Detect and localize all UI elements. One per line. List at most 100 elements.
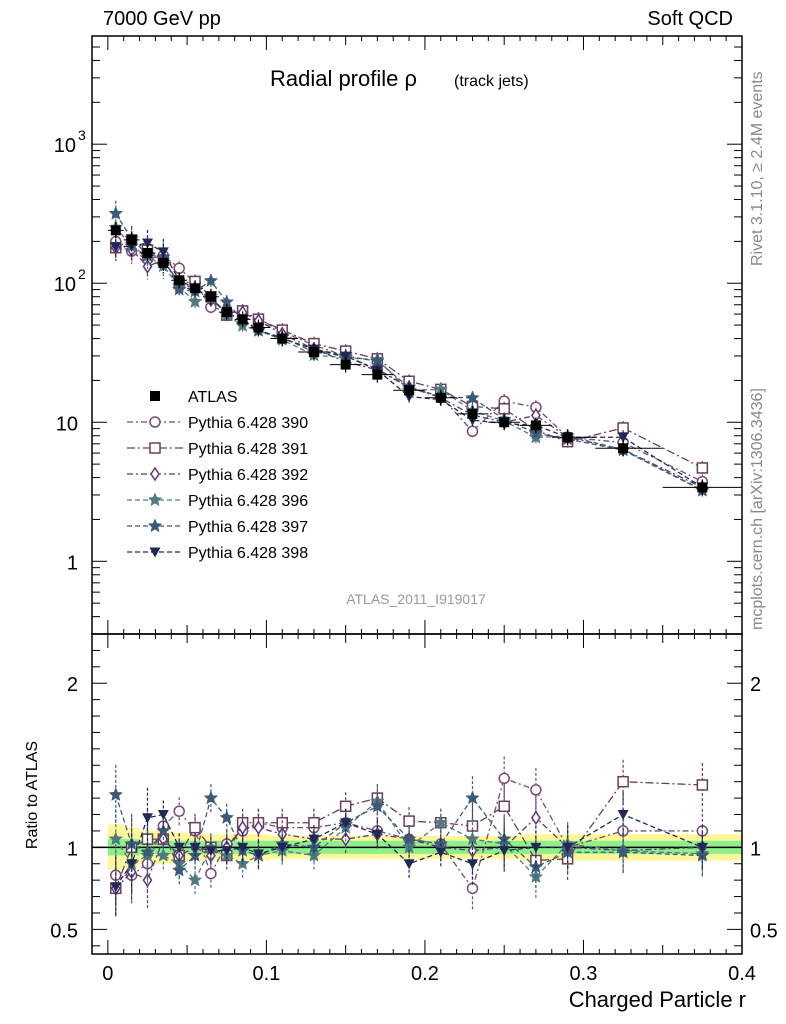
data-point [340,359,351,370]
main-marker [466,425,479,437]
ratio-marker [467,843,478,858]
ratio-marker [401,831,417,846]
ratio-marker [695,847,710,862]
legend-label: Pythia 6.428 397 [188,519,308,536]
data-point [205,291,216,302]
y-tick-label: 10 [56,413,78,435]
legend-marker [149,547,161,558]
ratio-tick-label-left: 2 [67,674,78,696]
main-series-line [115,239,703,469]
data-point [110,225,121,236]
data-point [126,234,137,245]
ratio-marker [531,810,541,826]
ratio-marker [237,842,249,853]
legend-label: Pythia 6.428 392 [188,467,308,484]
ratio-marker [403,859,415,870]
ratio-tick-label-right: 1 [750,838,761,860]
data-point [372,369,383,380]
legend-marker [149,416,161,428]
ratio-marker [496,831,512,846]
ratio-series-line [115,800,703,882]
chart-title: Radial profile ρ [270,66,417,91]
x-tick-label: 0.2 [411,963,439,985]
legend-label: Pythia 6.428 396 [188,493,308,510]
legend: ATLAS Pythia 6.428 390 Pythia 6.428 391 Pyt… [127,389,308,562]
ratio-axis-label: Ratio to ATLAS [24,741,41,849]
legend-marker [147,492,163,507]
legend-entry-3: Pythia 6.428 392 [127,466,308,484]
legend-label: Pythia 6.428 390 [188,415,308,432]
main-series-line [115,241,703,483]
legend-entry-5: Pythia 6.428 397 [127,518,308,536]
main-marker [173,262,185,275]
legend-entry-2: Pythia 6.428 391 [127,441,308,458]
x-tick-label: 0.3 [570,963,598,985]
data-point [435,392,446,403]
ratio-series-line [115,813,703,888]
ratio-marker [205,867,217,880]
data-point [277,333,288,344]
ratio-marker [562,842,574,853]
ratio-tick-label-left: 1 [67,838,78,860]
ratio-marker [371,829,383,840]
legend-label: ATLAS [188,389,238,406]
main-marker [141,238,153,249]
x-axis-label: Charged Particle r [569,987,746,1012]
legend-entry-6: Pythia 6.428 398 [127,545,308,562]
beam-label: 7000 GeV pp [103,8,221,30]
atlas-data-points [107,222,742,496]
rivet-version-label: Rivet 3.1.10, ≥ 2.4M events [749,71,766,266]
data-point [158,257,169,268]
ratio-marker [189,821,201,834]
data-point [697,482,708,493]
ratio-marker [189,842,201,853]
ratio-marker [466,859,478,870]
ratio-marker [530,784,542,796]
legend-marker [150,391,160,401]
ratio-marker [253,820,264,835]
ratio-marker [141,813,153,824]
data-point [174,275,185,286]
legend-marker [150,466,160,482]
ratio-marker [615,844,631,859]
ratio-marker [370,798,385,813]
data-point [253,322,264,333]
y-tick-label: 10 [54,135,76,157]
ratio-marker [156,823,171,838]
chart-title-suffix: (track jets) [454,73,529,90]
ratio-series-line [115,816,703,889]
ratio-marker [530,842,542,853]
ratio-marker [498,800,510,813]
main-series-line [115,242,703,488]
main-series-line [115,213,703,492]
ratio-tick-label-right: 2 [750,674,761,696]
ratio-marker [126,859,138,870]
x-tick-label: 0.4 [728,963,756,985]
main-marker [187,294,203,308]
ratio-marker [403,815,415,827]
ratio-marker [173,842,185,853]
ratio-marker [173,805,185,817]
ratio-marker [108,787,124,802]
ratio-marker [171,862,187,877]
data-point [190,283,201,294]
ratio-marker [696,842,708,853]
ratio-marker [498,772,510,785]
ratio-marker [252,849,264,860]
x-tick-label: 0 [102,963,113,985]
y-tick-exponent: 2 [78,266,86,282]
main-marker [142,259,153,274]
ratio-marker [276,842,288,853]
legend-entry-1: Pythia 6.428 390 [127,415,308,432]
ratio-marker [140,844,155,859]
y-tick-label: 1 [67,552,78,574]
ratio-marker [124,836,139,851]
mcplots-label: mcplots.cern.ch [arXiv:1306.3436] [749,388,766,630]
ratio-marker [219,810,235,825]
ratio-tick-label-right: 0.5 [750,920,778,942]
legend-entry-atlas: ATLAS [150,389,238,406]
data-point [237,314,248,325]
ratio-marker [205,846,217,857]
